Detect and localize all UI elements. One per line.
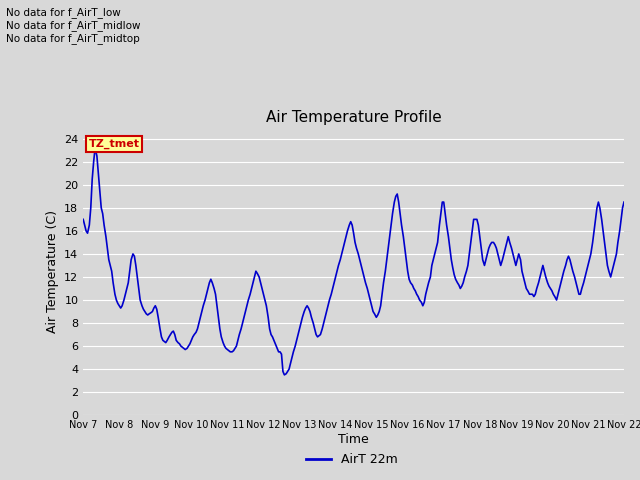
Text: No data for f_AirT_midtop: No data for f_AirT_midtop xyxy=(6,33,140,44)
Text: No data for f_AirT_low: No data for f_AirT_low xyxy=(6,7,121,18)
Text: TZ_tmet: TZ_tmet xyxy=(88,139,140,149)
Legend: AirT 22m: AirT 22m xyxy=(301,448,403,471)
Y-axis label: Air Temperature (C): Air Temperature (C) xyxy=(45,210,58,333)
Title: Air Temperature Profile: Air Temperature Profile xyxy=(266,109,442,125)
X-axis label: Time: Time xyxy=(338,433,369,446)
Text: No data for f_AirT_midlow: No data for f_AirT_midlow xyxy=(6,20,141,31)
